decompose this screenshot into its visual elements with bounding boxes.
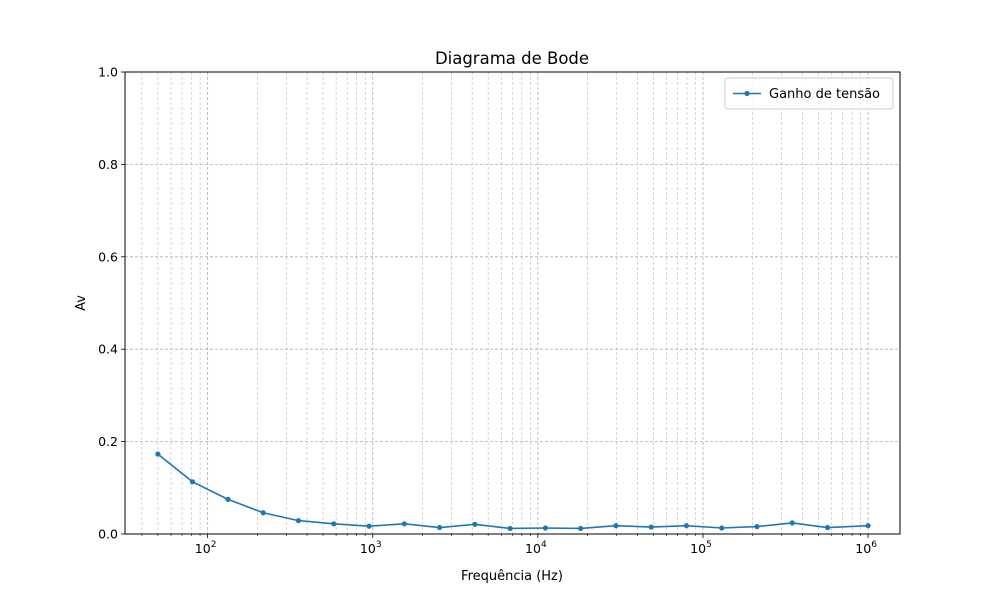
data-point — [578, 525, 584, 532]
y-tick-label: 0.4 — [98, 342, 118, 357]
data-point — [754, 524, 760, 530]
x-tick-label-exponent: 3 — [376, 540, 382, 550]
data-point — [824, 524, 831, 531]
data-point — [401, 521, 407, 527]
series-line — [157, 453, 869, 530]
x-tick-label: 104 — [525, 540, 547, 556]
x-tick-label-base: 10 — [195, 541, 211, 556]
x-tick-label-exponent: 6 — [871, 540, 877, 550]
data-point — [472, 521, 478, 527]
x-tick-label-exponent: 5 — [706, 540, 712, 550]
legend-box — [724, 77, 894, 110]
y-tick-label: 0.6 — [98, 249, 118, 264]
legend-marker — [744, 90, 750, 97]
data-point — [331, 521, 337, 527]
x-tick-label-base: 10 — [690, 541, 706, 556]
data-point — [683, 523, 690, 529]
data-point — [542, 525, 549, 531]
data-point — [436, 524, 443, 531]
x-tick-label: 106 — [855, 540, 877, 556]
x-tick-label: 102 — [195, 540, 217, 556]
x-tick-label-exponent: 2 — [211, 540, 217, 550]
y-tick-label: 1.0 — [98, 65, 118, 80]
x-tick-label-base: 10 — [855, 541, 871, 556]
data-point — [189, 479, 196, 485]
x-tick-label-exponent: 4 — [541, 540, 547, 550]
x-tick-label: 103 — [360, 540, 382, 556]
legend: Ganho de tensão — [724, 77, 894, 110]
data-point — [155, 451, 161, 457]
x-axis-label: Frequência (Hz) — [461, 569, 563, 584]
y-tick-label: 0.0 — [98, 527, 118, 542]
legend-label: Ganho de tensão — [769, 87, 880, 102]
x-tick-label-base: 10 — [525, 541, 541, 556]
data-point — [260, 510, 266, 516]
series-layer — [155, 451, 871, 532]
data-point — [648, 524, 654, 530]
y-tick-label: 0.2 — [98, 434, 118, 449]
data-point — [366, 523, 372, 529]
data-point — [789, 520, 795, 526]
data-point — [295, 518, 302, 524]
x-tick-label: 105 — [690, 540, 712, 556]
data-point — [507, 525, 513, 532]
x-tick-label-base: 10 — [360, 541, 376, 556]
chart-title: Diagrama de Bode — [435, 49, 589, 68]
y-axis-label: Av — [74, 295, 89, 311]
data-point — [613, 523, 619, 529]
data-point — [865, 523, 871, 529]
data-point — [719, 525, 725, 531]
y-tick-label: 0.8 — [98, 157, 118, 172]
data-point — [225, 496, 231, 502]
grid-lines — [125, 71, 900, 535]
